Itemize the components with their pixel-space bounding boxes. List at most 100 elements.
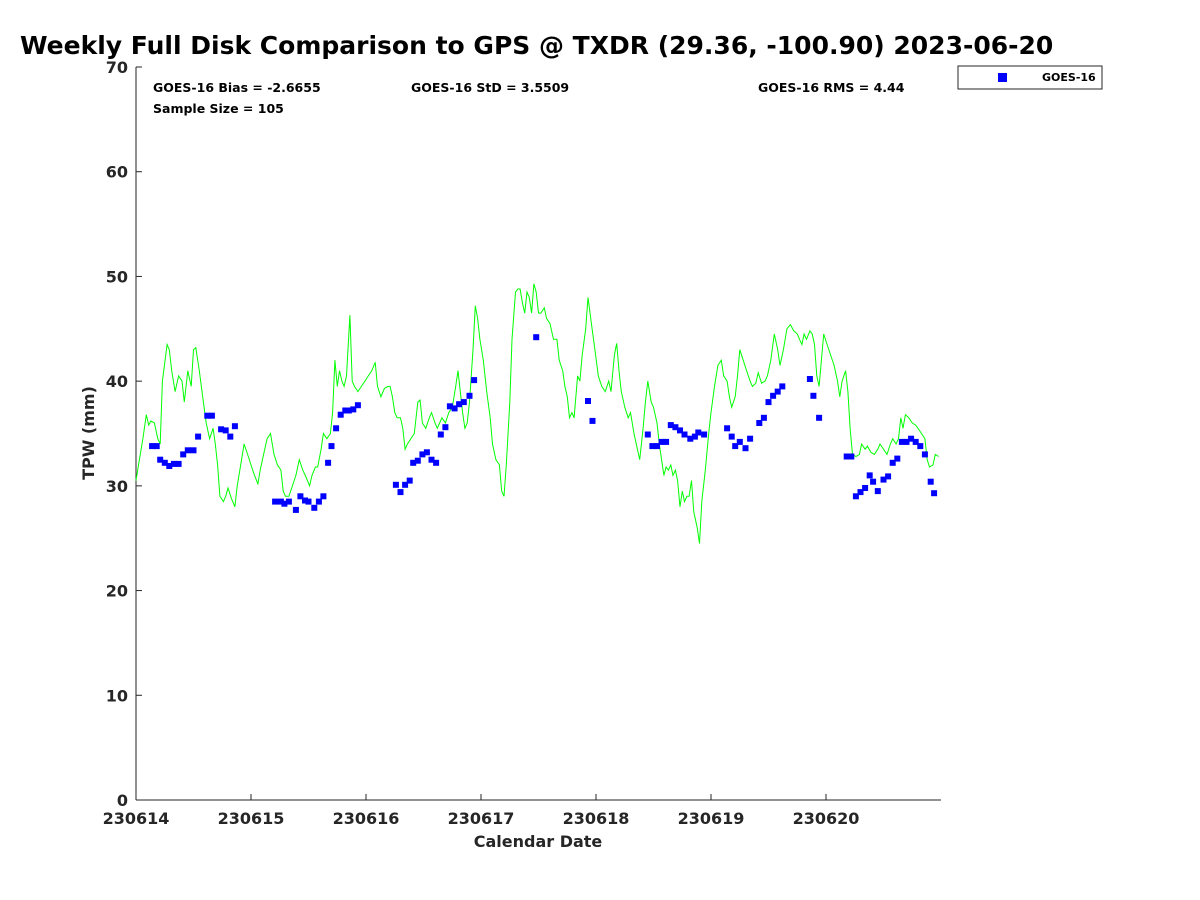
goes16-point [931, 490, 938, 497]
chart-title: Weekly Full Disk Comparison to GPS @ TXD… [20, 31, 1053, 60]
goes16-point [328, 443, 335, 450]
goes16-point [927, 478, 934, 485]
goes16-point [437, 431, 444, 438]
x-ticks: 230614 230615 230616 230617 230618 230619 2306… [103, 794, 860, 828]
y-tick-label: 10 [106, 686, 128, 705]
goes16-point [585, 398, 591, 404]
goes16-point [691, 433, 698, 440]
goes16-point [870, 478, 877, 485]
goes16-point [281, 500, 288, 507]
goes16-point [410, 459, 417, 466]
goes16-point [649, 443, 656, 450]
goes16-point [917, 443, 924, 450]
goes16-point [184, 447, 191, 454]
x-tick-label: 230620 [793, 809, 860, 828]
goes16-point [760, 414, 767, 421]
goes16-point [644, 431, 651, 438]
goes16-point [589, 417, 596, 424]
goes16-point [166, 463, 173, 469]
goes16-point [208, 412, 215, 419]
goes16-point [218, 426, 225, 433]
goes16-point [533, 334, 540, 341]
goes16-point [695, 429, 702, 436]
plot-area [135, 67, 941, 801]
goes16-point [222, 427, 229, 434]
goes16-point [337, 411, 344, 418]
goes16-point [227, 433, 234, 440]
goes16-point [406, 477, 413, 484]
y-tick-label: 60 [106, 163, 128, 182]
goes16-point [305, 498, 312, 505]
y-tick-label: 50 [106, 267, 128, 286]
goes16-point [663, 438, 670, 445]
goes16-point [732, 443, 739, 450]
goes16-point [848, 453, 855, 460]
goes16-point [292, 506, 299, 513]
goes16-point [204, 412, 211, 419]
y-tick-label: 70 [106, 58, 128, 77]
goes16-point [908, 435, 915, 442]
goes16-point [672, 424, 679, 431]
goes16-point [701, 431, 708, 438]
goes16-point [272, 498, 279, 505]
legend-box [957, 65, 1103, 90]
goes16-point [681, 431, 688, 438]
goes16-point [433, 459, 440, 466]
goes16-point [342, 407, 349, 414]
y-tick-label: 40 [106, 372, 128, 391]
goes16-point [874, 488, 881, 495]
goes16-point [345, 407, 352, 414]
goes16-point [153, 443, 160, 450]
goes16-point [921, 451, 928, 458]
goes16-point [297, 493, 304, 500]
goes16-point [862, 485, 869, 491]
goes16-point [889, 459, 896, 466]
legend-label-goes16: GOES-16 [1042, 71, 1096, 84]
goes16-point [460, 399, 467, 406]
series-layer [135, 283, 939, 544]
sample-size-stat: Sample Size = 105 [153, 101, 284, 116]
x-tick-label: 230617 [448, 809, 515, 828]
goes16-point [724, 425, 731, 432]
goes16-point [466, 392, 473, 399]
goes16-point [231, 423, 238, 430]
x-tick-label: 230615 [218, 809, 285, 828]
goes16-point [161, 459, 168, 466]
goes16-point [302, 497, 308, 504]
goes16-point [325, 459, 332, 466]
goes16-point [816, 414, 823, 421]
goes16-point [677, 427, 683, 434]
goes16-point [742, 445, 749, 452]
goes16-point [195, 433, 202, 440]
x-tick-label: 230614 [103, 809, 170, 828]
goes16-point [894, 455, 901, 462]
goes16-point [912, 438, 919, 445]
goes16-point [350, 406, 357, 413]
goes16-point [333, 425, 340, 432]
goes16-point [311, 504, 318, 511]
goes16-point [779, 383, 786, 390]
goes16-point [402, 481, 409, 488]
y-tick-label: 30 [106, 477, 128, 496]
goes16-point [446, 403, 453, 410]
legend: GOES-16 [957, 65, 1103, 90]
goes16-point [658, 438, 665, 445]
goes16-point [170, 460, 177, 467]
goes16-point [866, 472, 873, 479]
rms-stat: GOES-16 RMS = 4.44 [758, 80, 905, 95]
x-tick-label: 230619 [678, 809, 745, 828]
goes16-point [392, 481, 399, 488]
goes16-point [857, 489, 864, 496]
goes16-point [806, 376, 813, 382]
goes16-point [885, 473, 892, 480]
goes16-point [285, 498, 292, 505]
goes16-point [471, 377, 478, 384]
goes16-point [157, 456, 164, 463]
goes16-point [315, 498, 322, 505]
goes16-point [451, 405, 458, 412]
x-tick-label: 230616 [333, 809, 400, 828]
y-axis-label: TPW (mm) [79, 386, 98, 480]
goes16-point [810, 392, 817, 399]
goes16-point [687, 435, 694, 442]
